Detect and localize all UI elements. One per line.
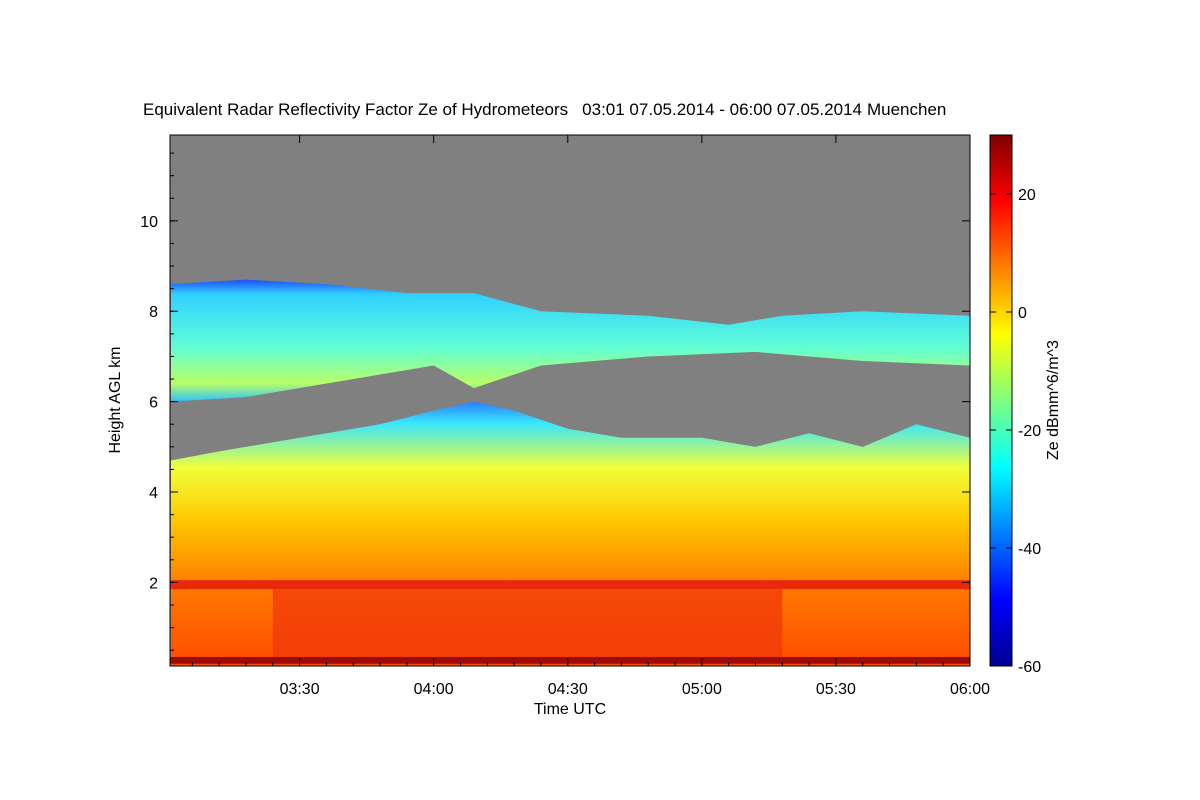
colorbar-label: Ze dBmm^6/m^3 (1045, 340, 1062, 460)
y-tick-label: 6 (149, 395, 158, 412)
plot-area (170, 135, 970, 666)
y-tick-label: 2 (149, 575, 158, 592)
rain-region (272, 589, 783, 657)
x-tick-label: 06:00 (950, 681, 990, 698)
colorbar (989, 134, 1013, 667)
plot-frame (169, 134, 971, 667)
colorbar-tick-label: -20 (1018, 423, 1041, 440)
x-axis-label: Time UTC (534, 701, 606, 718)
x-tick-label: 05:30 (816, 681, 856, 698)
x-tick-label: 04:30 (548, 681, 588, 698)
y-tick-label: 8 (149, 304, 158, 321)
melting-layer-band (170, 580, 970, 590)
x-tick-label: 05:00 (682, 681, 722, 698)
y-axis: 2 4 6 8 10 (140, 152, 970, 651)
colorbar-tick-label: 20 (1018, 187, 1036, 204)
y-tick-label: 10 (140, 214, 158, 231)
upper-cloud-layer (170, 279, 970, 402)
colorbar-ticks: 20 0 -20 -40 -60 (990, 187, 1041, 676)
colorbar-tick-label: -60 (1018, 659, 1041, 676)
y-tick-label: 4 (149, 485, 158, 502)
chart-title: Equivalent Radar Reflectivity Factor Ze … (143, 100, 946, 119)
x-tick-label: 04:00 (414, 681, 454, 698)
y-axis-label: Height AGL km (107, 346, 124, 453)
colorbar-tick-label: -40 (1018, 541, 1041, 558)
x-tick-label: 03:30 (280, 681, 320, 698)
x-axis: 03:30 04:00 04:30 05:00 05:30 06:00 (191, 135, 990, 698)
colorbar-tick-label: 0 (1018, 305, 1027, 322)
ground-clutter-band (170, 656, 970, 664)
